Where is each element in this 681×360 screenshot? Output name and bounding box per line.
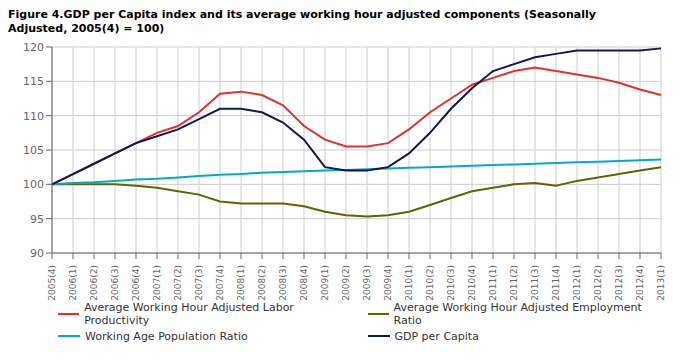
svg-text:2010(3): 2010(3)	[446, 265, 456, 301]
html-text:Average Working Hour Adjusted: Average Working Hour Adjusted Employment…	[393, 300, 642, 327]
svg-text:2007(3): 2007(3)	[194, 265, 204, 301]
svg-text:115: 115	[23, 75, 44, 88]
svg-text:2007(1): 2007(1)	[152, 265, 162, 301]
svg-text:105: 105	[23, 143, 44, 156]
html-text:GDP per Capita: GDP per Capita	[394, 329, 479, 343]
svg-text:2011(4): 2011(4)	[551, 265, 561, 301]
svg-text:2008(2): 2008(2)	[257, 265, 267, 301]
svg-text:2009(2): 2009(2)	[341, 265, 351, 301]
svg-text:2008(1): 2008(1)	[236, 265, 246, 301]
svg-text:90: 90	[30, 246, 44, 259]
svg-text:2007(2): 2007(2)	[173, 265, 183, 301]
svg-text:2005(4): 2005(4)	[47, 265, 57, 301]
html-text:Average Working Hour Adjusted: Average Working Hour Adjusted Labor Prod…	[84, 300, 294, 327]
svg-text:120: 120	[23, 41, 44, 54]
svg-text:2010(4): 2010(4)	[467, 265, 477, 301]
svg-text:2011(1): 2011(1)	[488, 265, 498, 301]
svg-text:2006(2): 2006(2)	[89, 265, 99, 301]
svg-text:2008(4): 2008(4)	[299, 265, 309, 301]
svg-text:2012(1): 2012(1)	[572, 265, 582, 301]
svg-text:2012(4): 2012(4)	[635, 265, 645, 301]
svg-text:2012(2): 2012(2)	[593, 265, 603, 301]
svg-text:2009(3): 2009(3)	[362, 265, 372, 301]
svg-text:2012(3): 2012(3)	[614, 265, 624, 301]
svg-text:2011(2): 2011(2)	[509, 265, 519, 301]
svg-text:110: 110	[23, 109, 44, 122]
svg-text:2010(1): 2010(1)	[404, 265, 414, 301]
html-text:Working Age Population Ratio: Working Age Population Ratio	[85, 329, 248, 343]
svg-text:2007(4): 2007(4)	[215, 265, 225, 301]
svg-text:2009(1): 2009(1)	[320, 265, 330, 301]
html-text:Adjusted, 2005(4) = 100): Adjusted, 2005(4) = 100)	[8, 22, 165, 36]
svg-text:2006(4): 2006(4)	[131, 265, 141, 301]
svg-text:2010(2): 2010(2)	[425, 265, 435, 301]
svg-text:2009(4): 2009(4)	[383, 265, 393, 301]
svg-text:2006(3): 2006(3)	[110, 265, 120, 301]
svg-text:95: 95	[30, 212, 44, 225]
svg-text:2013(1): 2013(1)	[656, 265, 666, 301]
svg-text:2011(3): 2011(3)	[530, 265, 540, 301]
svg-text:2008(3): 2008(3)	[278, 265, 288, 301]
html-text:Figure 4.GDP per Capita index: Figure 4.GDP per Capita index and its av…	[8, 8, 596, 21]
svg-text:100: 100	[23, 178, 44, 191]
svg-text:2006(1): 2006(1)	[68, 265, 78, 301]
